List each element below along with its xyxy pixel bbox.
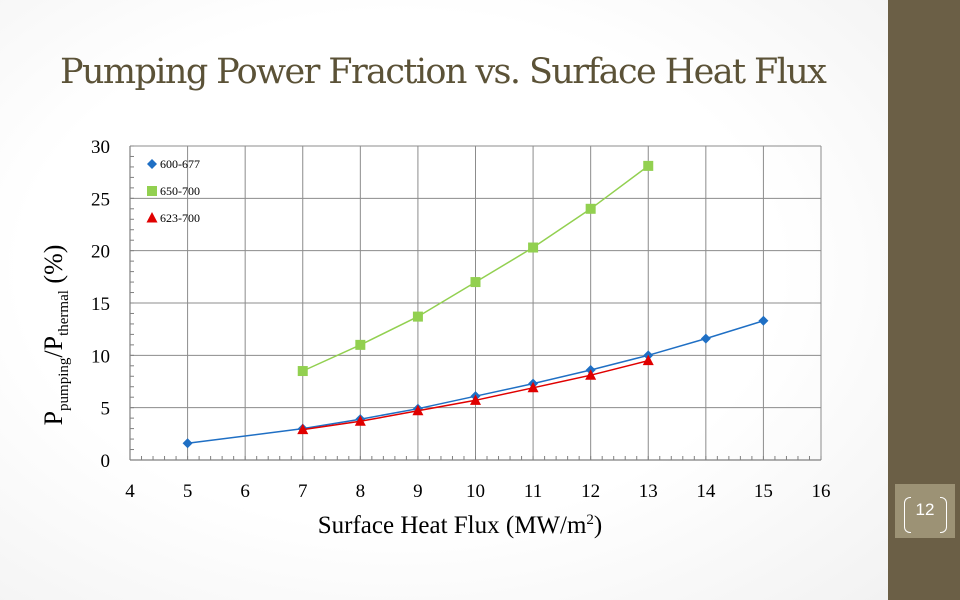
data-point	[470, 277, 481, 288]
data-point	[527, 381, 539, 393]
series-line	[187, 320, 764, 445]
chart-grid	[129, 145, 822, 461]
y-tick-label: 30	[91, 137, 110, 158]
legend-label: 600-677	[160, 157, 200, 171]
legend-marker	[147, 159, 157, 169]
x-tick-label: 11	[524, 481, 542, 502]
x-tick-label: 9	[413, 481, 423, 502]
x-tick-label: 13	[639, 481, 658, 502]
page-number: 12	[915, 500, 935, 519]
chart: 4 5 6 7 8 9 10 11 12 13 14 15 16 0 5 10 15 20 25 30 600-677…	[39, 137, 831, 539]
legend-marker	[147, 186, 157, 196]
legend-marker	[146, 212, 158, 223]
legend-item: 650-700	[147, 184, 200, 198]
data-point	[182, 438, 193, 449]
data-point	[412, 404, 424, 416]
y-tick-label: 20	[91, 242, 110, 263]
data-point	[758, 315, 769, 326]
y-axis-title: Ppumping/Pthermal (%)	[39, 245, 72, 426]
data-point	[643, 160, 654, 171]
legend-item: 600-677	[147, 157, 200, 171]
data-point	[470, 394, 481, 405]
data-point	[355, 339, 366, 350]
y-tick-label: 5	[101, 399, 111, 420]
page-number-bracket-left	[904, 497, 911, 533]
series-650-700	[297, 160, 654, 377]
data-point	[528, 242, 539, 253]
x-tick-label: 5	[183, 481, 193, 502]
data-point	[412, 311, 423, 322]
x-tick-label: 4	[125, 481, 135, 502]
x-tick-label: 14	[696, 481, 716, 502]
legend-label: 650-700	[160, 184, 200, 198]
x-axis-title: Surface Heat Flux (MW/m2)	[318, 512, 603, 539]
x-tick-label: 8	[356, 481, 366, 502]
legend-item: 623-700	[146, 211, 200, 225]
series-623-700	[297, 354, 654, 435]
chart-legend: 600-677 650-700 623-700	[146, 157, 200, 225]
chart-tick-labels: 4 5 6 7 8 9 10 11 12 13 14 15 16 0 5 10 15 20 25 30	[91, 137, 831, 502]
x-tick-label: 6	[240, 481, 250, 502]
data-point	[354, 415, 366, 426]
y-tick-label: 15	[91, 294, 110, 315]
y-tick-label: 25	[91, 189, 110, 210]
slide-background	[0, 0, 888, 600]
data-point	[642, 354, 654, 366]
chart-series	[182, 160, 769, 449]
data-point	[700, 333, 711, 344]
data-point	[585, 203, 596, 214]
y-tick-label: 10	[91, 346, 110, 367]
legend-label: 623-700	[160, 211, 200, 225]
y-tick-label: 0	[101, 451, 111, 472]
x-tick-label: 12	[581, 481, 600, 502]
data-point	[585, 369, 597, 380]
chart-axes	[129, 145, 822, 461]
slide-title: Pumping Power Fraction vs. Surface Heat …	[60, 52, 827, 92]
x-tick-label: 7	[298, 481, 308, 502]
x-tick-label: 15	[754, 481, 773, 502]
x-tick-label: 10	[466, 481, 485, 502]
x-tick-label: 16	[812, 481, 831, 502]
data-point	[297, 423, 309, 435]
data-point	[297, 366, 308, 377]
